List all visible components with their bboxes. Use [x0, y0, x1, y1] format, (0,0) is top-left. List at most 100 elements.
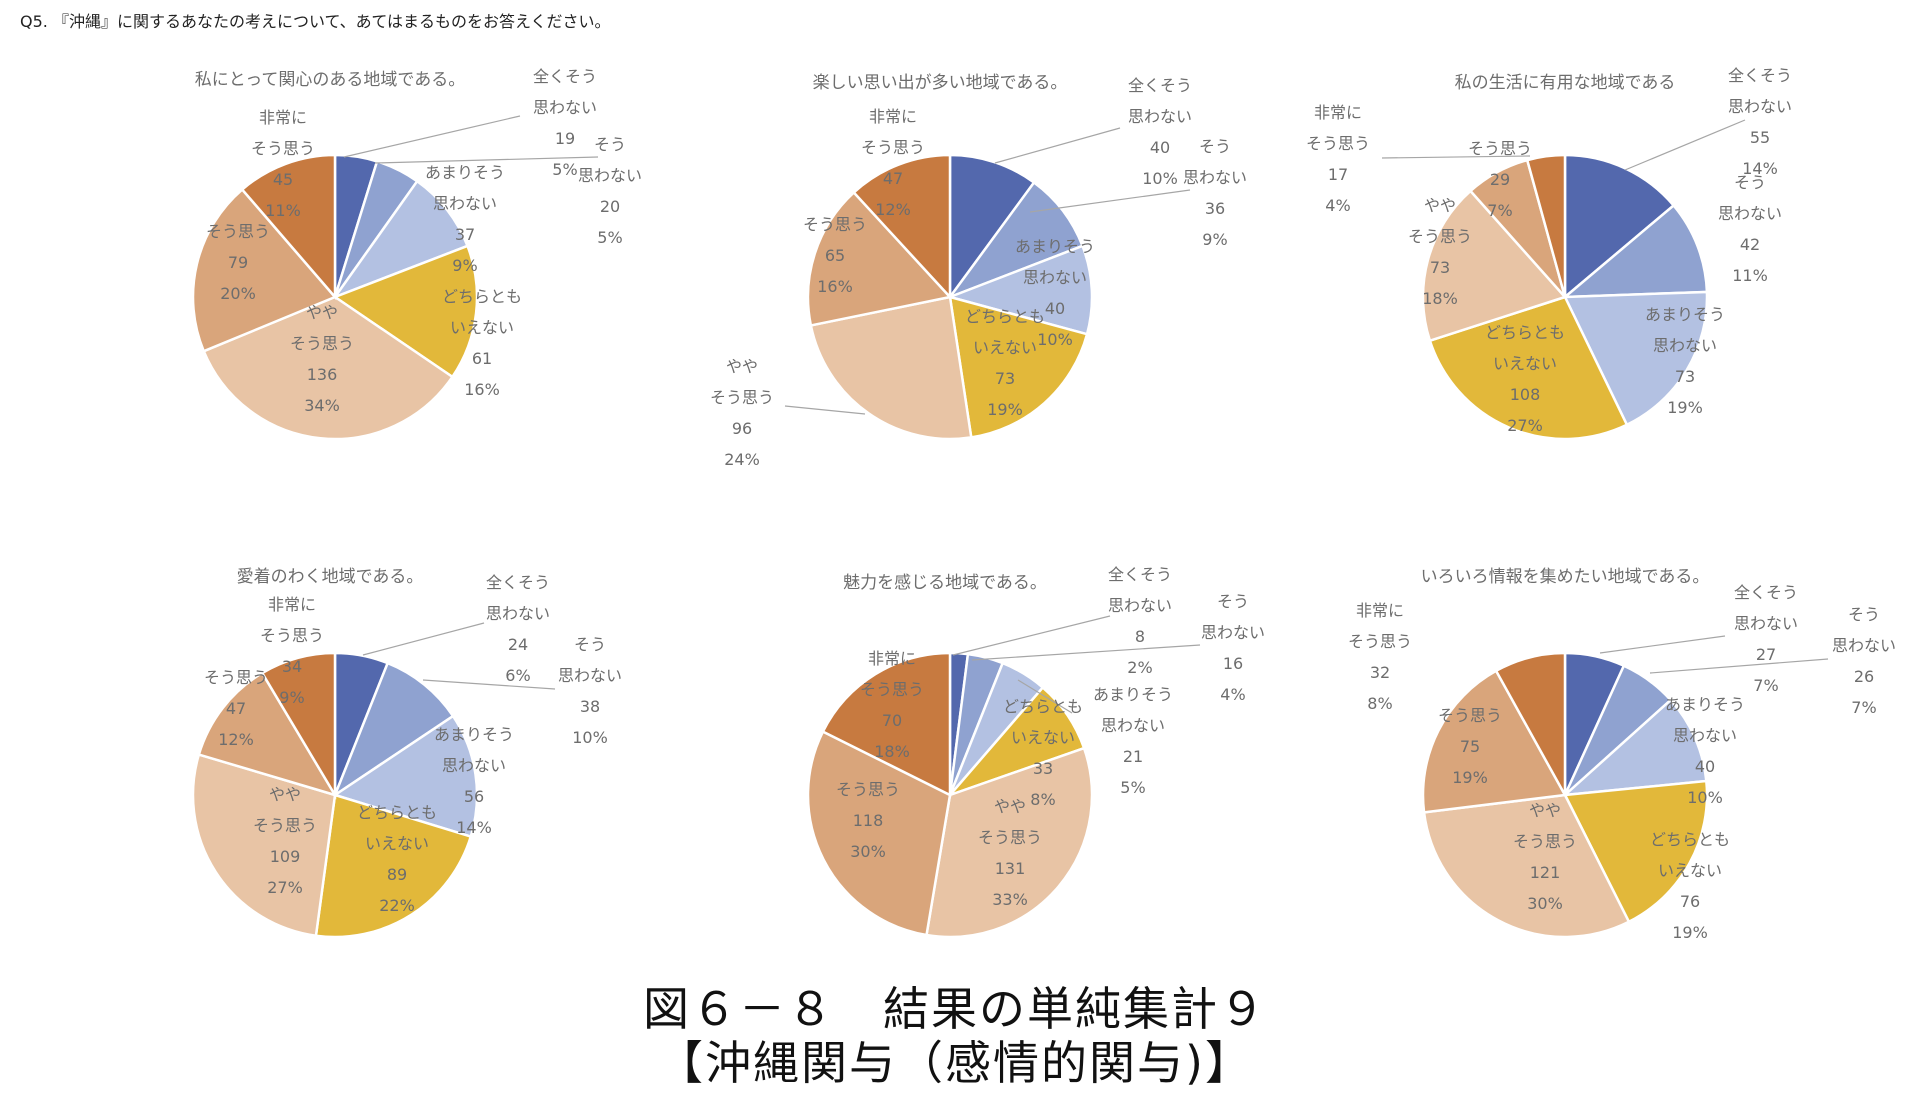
pie-slice: [1494, 651, 1567, 800]
data-label: そう思わない 16 4%: [1201, 592, 1265, 704]
data-label: 全くそう思わない 19 5%: [533, 67, 597, 179]
leader-line: [1017, 679, 1073, 714]
pie-slice: [332, 714, 479, 839]
pie-slice: [197, 671, 338, 798]
pie-chart-title: 私にとって関心のある地域である。: [195, 70, 465, 90]
data-label: あまりそう思わない 21 5%: [1093, 685, 1173, 797]
pie-slice: [240, 153, 337, 301]
data-label: 非常にそう思う 17 4%: [1306, 103, 1370, 215]
pie-chart-6: いろいろ情報を集めたい地域である。全くそう思わない 27 7% そう思わない 26 7% あ…: [1348, 567, 1896, 942]
data-label: どちらともいえない 108 27%: [1485, 323, 1565, 435]
pie-slice: [806, 729, 952, 937]
pie-chart-title: 私の生活に有用な地域である: [1455, 73, 1676, 93]
pie-slice: [948, 153, 1036, 301]
pie-slice: [1561, 698, 1708, 797]
data-label: そう思う 65 16%: [803, 215, 867, 296]
data-label: 非常にそう思う 70 18%: [860, 649, 924, 761]
pie-chart-title: いろいろ情報を集めたい地域である。: [1421, 567, 1710, 587]
data-label: 全くそう思わない 55 14%: [1728, 66, 1792, 178]
data-label: そう思う 29 7%: [1468, 139, 1532, 220]
data-label: そう思う 75 19%: [1438, 706, 1502, 787]
pie-charts-canvas: 私にとって関心のある地域である。 全くそう思わない 19 5%そう思わない 20 5% あま…: [191, 66, 1896, 942]
data-label: 非常にそう思う 45 11%: [251, 108, 315, 220]
figure-caption: 図６－８ 結果の単純集計９ 【沖縄関与（感情的関与)】: [0, 982, 1910, 1090]
data-label: どちらともいえない 73 19%: [965, 307, 1045, 419]
data-label: あまりそう思わない 73 19%: [1645, 305, 1725, 417]
pie-chart-title: 愛着のわく地域である。: [237, 567, 424, 587]
data-label: ややそう思う 121 30%: [1513, 801, 1577, 913]
leader-line: [1381, 155, 1531, 159]
pie-slice: [948, 295, 1089, 439]
data-label: あまりそう思わない 56 14%: [434, 725, 514, 837]
pie-slice: [852, 153, 952, 301]
data-label: そう思わない 26 7%: [1832, 605, 1896, 717]
data-label: そう思う 118 30%: [836, 780, 900, 861]
data-label: 全くそう思わない 24 6%: [486, 573, 550, 685]
pie-chart-title: 魅力を感じる地域である。: [843, 573, 1047, 593]
pie-chart-2: 楽しい思い出が多い地域である。 全くそう思わない 40 10%そう思わない 36 9% あま…: [710, 73, 1247, 469]
data-label: ややそう思う 109 27%: [253, 785, 317, 897]
pie-slice: [925, 746, 1094, 939]
leader-line: [374, 156, 599, 164]
leader-line: [1599, 635, 1726, 654]
data-label: そう思わない 36 9%: [1183, 137, 1247, 249]
pie-slice: [314, 793, 473, 939]
question-text: Q5. 『沖縄』に関するあなたの考えについて、あてはまるものをお答えください。: [20, 12, 611, 31]
data-label: あまりそう思わない 40 10%: [1015, 237, 1095, 349]
pie-slice: [331, 179, 470, 300]
pie-slice: [1563, 779, 1709, 924]
pie-slice: [821, 651, 952, 798]
data-label: そう思わない 42 11%: [1718, 173, 1782, 285]
data-label: どちらともいえない 76 19%: [1650, 830, 1730, 942]
pie-chart-1: 私にとって関心のある地域である。 全くそう思わない 19 5%そう思わない 20 5% あま…: [191, 67, 642, 441]
data-label: そう思う 79 20%: [206, 222, 270, 303]
pie-slice: [332, 661, 455, 799]
data-label: ややそう思う 96 24%: [710, 357, 774, 469]
pie-chart-title: 楽しい思い出が多い地域である。: [813, 73, 1068, 93]
pie-slice: [1561, 203, 1709, 299]
pie-slice: [191, 752, 337, 938]
pie-slice: [1421, 669, 1567, 814]
pie-slice: [191, 187, 338, 353]
data-label: あまりそう思わない 37 9%: [425, 163, 505, 275]
pie-slice: [332, 244, 479, 379]
leader-line: [343, 115, 521, 158]
data-label: 全くそう思わない 40 10%: [1128, 76, 1192, 188]
leader-line: [1649, 658, 1829, 674]
pie-slice: [1421, 189, 1568, 343]
data-label: どちらともいえない 61 16%: [442, 287, 522, 399]
leader-line: [1029, 189, 1191, 213]
leader-line: [422, 679, 556, 690]
data-label: 非常にそう思う 34 9%: [260, 595, 324, 707]
pie-slice: [946, 180, 1085, 300]
data-label: あまりそう思わない 40 10%: [1665, 695, 1745, 807]
data-label: そう思わない 20 5%: [578, 135, 642, 247]
leader-line: [1624, 119, 1746, 171]
data-label: 全くそう思わない 8 2%: [1108, 565, 1172, 677]
data-label: ややそう思う 131 33%: [978, 797, 1042, 909]
pie-slice: [202, 295, 455, 441]
pie-slice: [1525, 153, 1567, 298]
data-label: ややそう思う 136 34%: [290, 303, 354, 415]
figure-caption-line2: 【沖縄関与（感情的関与)】: [657, 1036, 1253, 1090]
pie-slice: [1563, 153, 1676, 300]
data-label: そう思わない 38 10%: [558, 635, 622, 747]
pie-chart-5: 魅力を感じる地域である。 全くそう思わない 8 2% そう思わない 16 4% あまりそう思わ…: [806, 565, 1265, 939]
pie-slice: [806, 190, 953, 327]
pie-slice: [1422, 793, 1631, 939]
pie-chart-4: 愛着のわく地域である。 全くそう思わない 24 6%そう思わない 38 10% あまりそう思…: [191, 567, 622, 939]
data-label: そう思う 47 12%: [204, 668, 268, 749]
data-label: ややそう思う 73 18%: [1408, 196, 1472, 308]
data-label: 非常にそう思う 47 12%: [861, 107, 925, 219]
leader-line: [994, 127, 1121, 164]
pie-slice: [1563, 290, 1709, 427]
pie-slice: [1428, 295, 1629, 441]
figure-caption-line1: 図６－８ 結果の単純集計９: [643, 982, 1267, 1036]
leader-line: [952, 615, 1111, 656]
leader-line: [971, 644, 1201, 661]
pie-slice: [945, 244, 1094, 336]
data-label: どちらともいえない 89 22%: [357, 803, 437, 915]
data-label: 非常にそう思う 32 8%: [1348, 601, 1412, 713]
pie-chart-3: 私の生活に有用な地域である 全くそう思わない 55 14%そう思わない 42 11% あまり…: [1306, 66, 1792, 441]
data-label: どちらともいえない 33 8%: [1003, 697, 1083, 809]
